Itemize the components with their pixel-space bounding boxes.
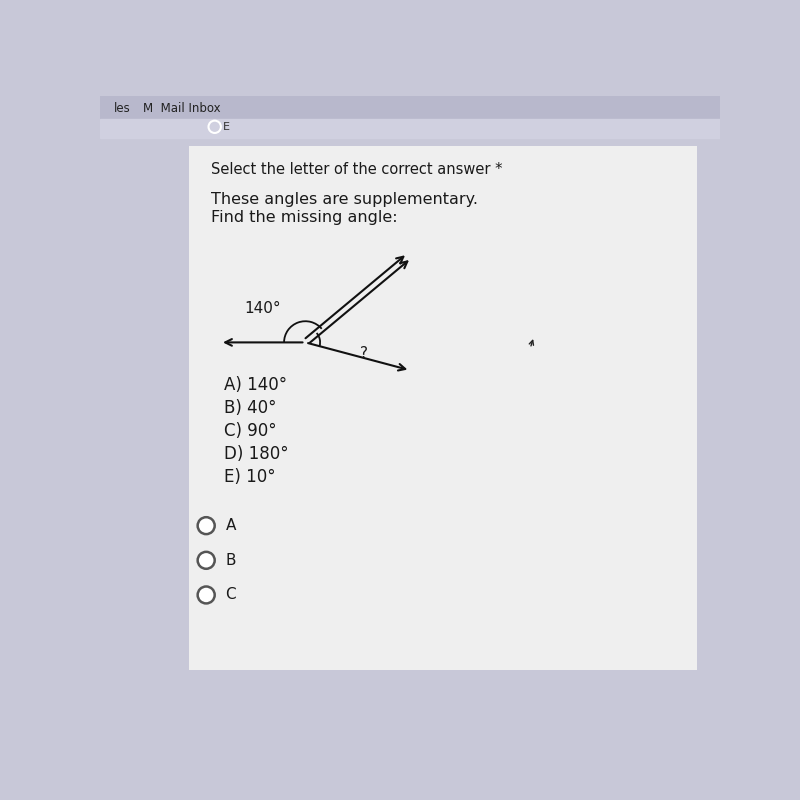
- Text: E: E: [222, 122, 230, 132]
- Text: D) 180°: D) 180°: [224, 445, 289, 463]
- Text: A: A: [226, 518, 236, 533]
- Bar: [189, 146, 697, 670]
- Text: E) 10°: E) 10°: [224, 468, 276, 486]
- Circle shape: [198, 517, 214, 534]
- Bar: [100, 96, 720, 119]
- Circle shape: [198, 552, 214, 569]
- Text: 140°: 140°: [245, 301, 281, 316]
- Text: Find the missing angle:: Find the missing angle:: [211, 210, 398, 225]
- Text: M  Mail Inbox: M Mail Inbox: [142, 102, 220, 115]
- Text: A) 140°: A) 140°: [224, 376, 287, 394]
- Text: les: les: [114, 102, 130, 115]
- Text: ?: ?: [359, 346, 367, 361]
- Bar: [100, 119, 720, 138]
- Text: Select the letter of the correct answer *: Select the letter of the correct answer …: [211, 162, 502, 177]
- Text: These angles are supplementary.: These angles are supplementary.: [211, 193, 478, 207]
- Text: B: B: [226, 553, 236, 568]
- Text: C) 90°: C) 90°: [224, 422, 277, 440]
- Text: B) 40°: B) 40°: [224, 399, 277, 417]
- Circle shape: [198, 586, 214, 603]
- Text: C: C: [226, 587, 236, 602]
